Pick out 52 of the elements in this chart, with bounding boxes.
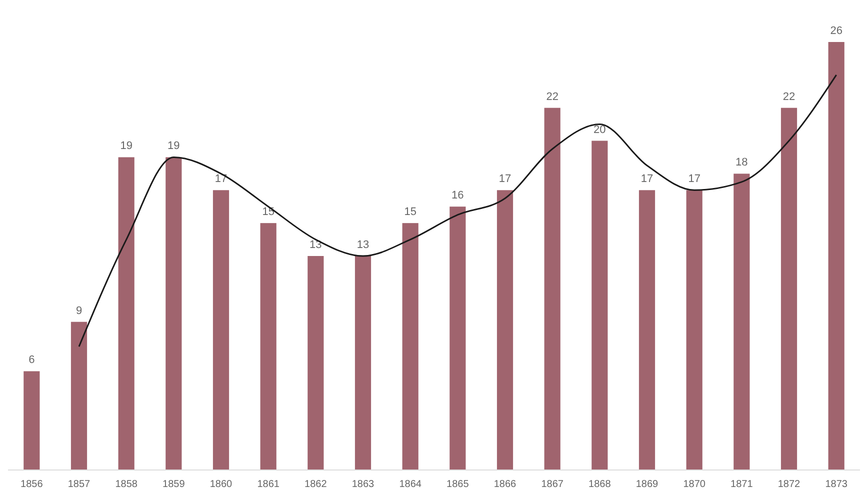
data-label: 17 [688, 173, 700, 186]
bar [212, 190, 230, 470]
data-label: 17 [640, 173, 654, 186]
data-label: 22 [546, 90, 558, 103]
x-tick-label: 1856 [20, 479, 44, 490]
bar [828, 42, 844, 470]
bar [638, 190, 656, 470]
data-label: 17 [498, 173, 512, 186]
x-tick-label: 1867 [541, 479, 564, 490]
data-label: 15 [262, 206, 274, 218]
data-label: 9 [76, 304, 82, 317]
x-tick-label: 1873 [825, 479, 848, 490]
data-label: 18 [736, 156, 748, 169]
x-tick-label: 1857 [68, 479, 91, 490]
bar [734, 174, 750, 470]
x-tick-label: 1860 [210, 479, 233, 490]
bar [592, 140, 608, 470]
x-tick-label: 1872 [778, 479, 801, 490]
data-label: 19 [120, 140, 132, 152]
bar [402, 223, 418, 470]
bar [70, 322, 88, 470]
bar [544, 108, 560, 470]
x-tick-label: 1858 [115, 479, 138, 490]
bar [308, 256, 324, 470]
bar [24, 371, 40, 470]
x-tick-label: 1866 [494, 479, 517, 490]
x-tick-label: 1864 [399, 479, 422, 490]
x-tick-label: 1865 [446, 479, 470, 490]
data-label: 15 [404, 206, 416, 218]
x-tick-label: 1863 [352, 479, 375, 490]
x-tick-label: 1861 [257, 479, 280, 490]
x-tick-label: 1868 [588, 479, 612, 490]
bar [496, 190, 514, 470]
x-tick-label: 1870 [683, 479, 706, 490]
bar [686, 190, 702, 470]
data-label: 26 [830, 25, 842, 37]
x-tick-label: 1869 [636, 479, 659, 490]
bar [166, 157, 182, 470]
data-label: 6 [28, 354, 35, 366]
data-label: 22 [782, 90, 796, 103]
bar [118, 157, 134, 470]
data-label: 19 [168, 140, 180, 152]
data-label: 13 [356, 239, 370, 251]
bar [450, 206, 466, 470]
x-tick-label: 1859 [162, 479, 186, 490]
x-tick-label: 1862 [304, 479, 328, 490]
bar [260, 223, 276, 470]
x-tick-label: 1871 [730, 479, 754, 490]
data-label: 20 [594, 124, 606, 136]
bar [780, 108, 798, 470]
data-label: 16 [452, 190, 464, 202]
bar [354, 256, 372, 470]
